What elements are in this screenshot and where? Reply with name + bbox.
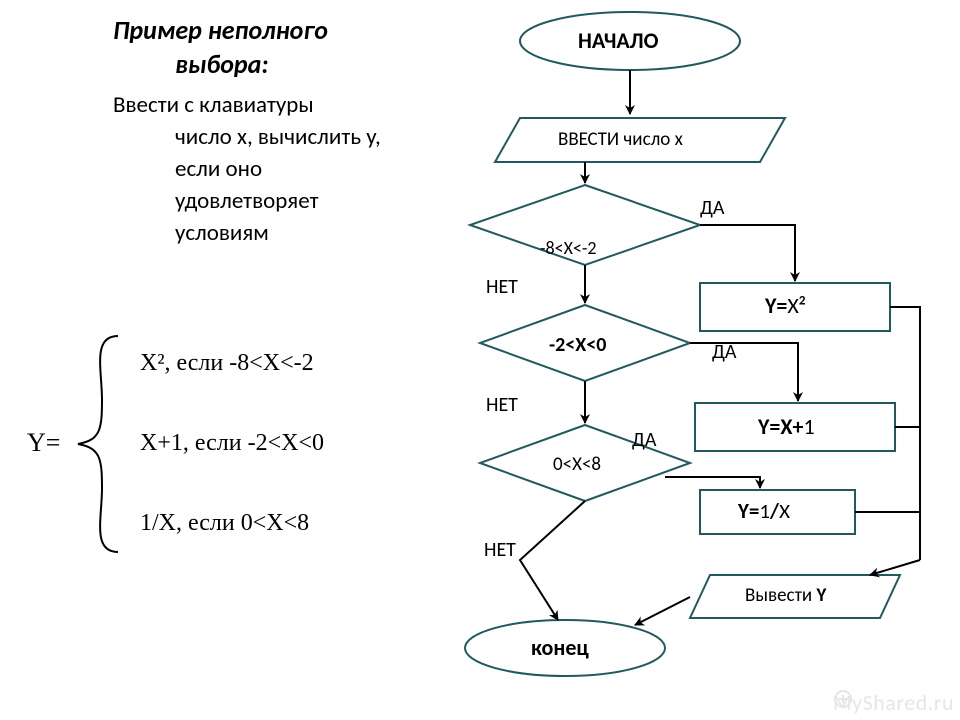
- proc1-sup: 2: [799, 294, 806, 309]
- no-1: НЕТ: [486, 275, 518, 299]
- label-end: конец: [531, 634, 589, 661]
- edge-cond3-no: [520, 501, 585, 620]
- no-2: НЕТ: [486, 393, 518, 417]
- no-3: НЕТ: [484, 538, 516, 562]
- label-proc3: Y=1/X: [738, 498, 790, 524]
- watermark-icon: [833, 689, 853, 709]
- proc3-d: X: [779, 498, 790, 524]
- edge-cond3-yes: [665, 477, 760, 488]
- proc1-y: Y=: [765, 292, 787, 319]
- flowchart-svg: [0, 0, 960, 720]
- proc3-b: 1: [759, 498, 770, 524]
- label-proc2: Y=X+1: [758, 413, 815, 440]
- label-cond3: 0<X<8: [553, 453, 601, 476]
- label-start: НАЧАЛО: [578, 27, 658, 54]
- proc3-a: Y=: [738, 498, 759, 524]
- watermark: MyShared.ru: [833, 689, 954, 716]
- label-input: ВВЕСТИ число x: [558, 128, 683, 151]
- edge-output-end: [635, 597, 690, 625]
- edge-merge-output: [870, 560, 920, 575]
- proc2-b: 1: [803, 413, 814, 440]
- label-cond1: -8<X<-2: [540, 237, 597, 259]
- proc1-x: X: [787, 292, 798, 319]
- proc2-a: Y=X+: [758, 413, 803, 440]
- label-output: Вывести Y: [745, 584, 826, 607]
- label-cond2: -2<X<0: [549, 333, 606, 357]
- edge-cond1-yes: [700, 225, 795, 281]
- edge-cond2-yes: [690, 343, 798, 401]
- yes-3: ДА: [632, 428, 656, 452]
- yes-1: ДА: [700, 196, 724, 220]
- label-proc1: Y=X2: [765, 292, 805, 319]
- proc3-c: /: [770, 498, 779, 524]
- yes-2: ДА: [712, 340, 736, 364]
